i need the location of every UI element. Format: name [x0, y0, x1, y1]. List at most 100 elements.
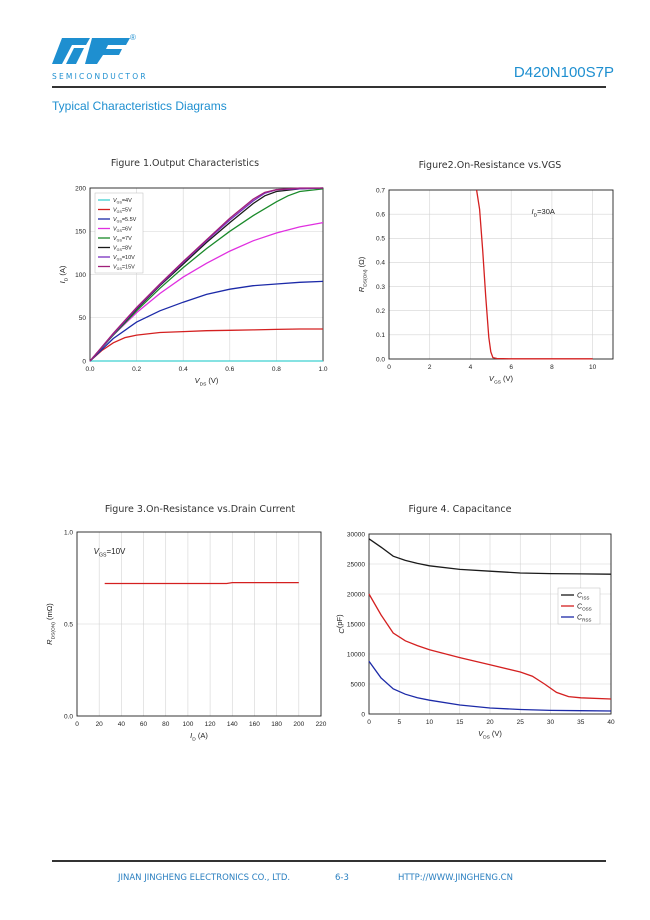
fig1-legend-label: VGS=8V — [113, 246, 132, 253]
fig1-legend-label-group: VGS=5V — [113, 208, 132, 215]
fig4-xtick-label: 0 — [367, 719, 371, 726]
fig3-xtick-label: 140 — [227, 721, 238, 728]
fig4-xtick-label: 10 — [426, 719, 434, 726]
fig2-ytick-label: 0.4 — [376, 260, 385, 267]
fig3-plot: 0 20 40 60 80 100 120 140 160 180 200 220 0.0 0.5 1.0 I… — [45, 529, 327, 742]
fig2-annotation: ID=30A — [532, 207, 555, 218]
fig2-xtick-label: 8 — [550, 364, 554, 371]
fig1-plot: 0.0 0.2 0.4 0.6 0.8 1.0 0 50 100 150 200 VDS (V) ID … — [58, 185, 328, 387]
fig3-xtick-label: 20 — [96, 721, 104, 728]
fig2-annotation-group: ID=30A — [532, 207, 555, 218]
fig3-xtick-label: 100 — [182, 721, 193, 728]
footer-divider — [52, 860, 606, 862]
fig4-xtick-label: 20 — [486, 719, 494, 726]
fig1-legend-label-group: VGS=15V — [113, 265, 135, 272]
fig1-legend-label: VGS=6V — [113, 227, 132, 234]
fig1-legend-label-group: VGS=4V — [113, 198, 132, 205]
fig4-ytick-label: 20000 — [347, 591, 365, 598]
fig4-xtick-label: 25 — [517, 719, 525, 726]
fig4-ylabel-group: C(pF) — [335, 614, 346, 634]
fig1-xtick-label: 1.0 — [318, 366, 327, 373]
fig4-xtick-label: 40 — [607, 719, 615, 726]
fig3-xtick-label: 60 — [140, 721, 148, 728]
fig1-legend-label: VGS=5.5V — [113, 217, 137, 224]
fig4-xlabel: VDS (V) — [478, 729, 502, 740]
fig1-xtick-label: 0.2 — [132, 366, 141, 373]
fig1-ytick-label: 50 — [79, 315, 87, 322]
fig3-ytick-label: 0.0 — [64, 713, 73, 720]
fig4-plot: 0 5 10 15 20 25 30 35 40 0 5000 10000 15000 20000 2500… — [335, 531, 615, 740]
fig1-ytick-label: 150 — [75, 229, 86, 236]
fig1-legend-label: VGS=4V — [113, 198, 132, 205]
fig1-ytick-label: 0 — [82, 358, 86, 365]
fig2-xtick-label: 4 — [469, 364, 473, 371]
fig1-legend-label: VGS=15V — [113, 265, 135, 272]
fig1-legend-label: VGS=7V — [113, 236, 132, 243]
fig3-xtick-label: 120 — [205, 721, 216, 728]
fig1-xtick-label: 0.6 — [225, 366, 234, 373]
fig3-xtick-label: 180 — [271, 721, 282, 728]
fig1-legend-label-group: VGS=6V — [113, 227, 132, 234]
fig4-ytick-label: 0 — [361, 711, 365, 718]
fig1-series-vgs-5v — [90, 329, 323, 361]
fig3-series-curve — [105, 583, 299, 584]
fig4-xtick-label: 30 — [547, 719, 555, 726]
fig3-xtick-label: 160 — [249, 721, 260, 728]
fig2-ytick-label: 0.7 — [376, 187, 385, 194]
footer-page-number: 6-3 — [335, 873, 349, 883]
fig1-legend-label-group: VGS=5.5V — [113, 217, 137, 224]
fig4-ytick-label: 10000 — [347, 651, 365, 658]
fig2-xlabel-group: VGS (V) — [489, 374, 514, 385]
fig1-ytick-label: 100 — [75, 272, 86, 279]
fig1-ylabel-group: ID (A) — [58, 265, 69, 283]
fig1-legend-label-group: VGS=10V — [113, 255, 135, 262]
fig2-ytick-label: 0.1 — [376, 332, 385, 339]
fig1-legend-label: VGS=5V — [113, 208, 132, 215]
fig3-ytick-label: 0.5 — [64, 621, 73, 628]
fig3-xlabel: ID (A) — [190, 731, 208, 742]
footer-company: JINAN JINGHENG ELECTRONICS CO., LTD. — [118, 873, 290, 883]
fig2-xlabel: VGS (V) — [489, 374, 514, 385]
fig4-ytick-label: 15000 — [347, 621, 365, 628]
fig2-ytick-label: 0.5 — [376, 236, 385, 243]
fig2-xtick-label: 0 — [387, 364, 391, 371]
fig4-xtick-label: 35 — [577, 719, 585, 726]
fig2-ylabel: RDS(ON) (Ω) — [357, 256, 368, 292]
fig1-legend-label: VGS=10V — [113, 255, 135, 262]
fig4-ytick-label: 30000 — [347, 531, 365, 538]
fig4-xtick-label: 5 — [397, 719, 401, 726]
fig3-xtick-label: 80 — [162, 721, 170, 728]
fig1-xtick-label: 0.8 — [272, 366, 281, 373]
fig1-ylabel: ID (A) — [58, 265, 69, 283]
fig2-ytick-label: 0.6 — [376, 211, 385, 218]
fig3-xtick-label: 220 — [316, 721, 327, 728]
fig3-xtick-label: 200 — [293, 721, 304, 728]
fig4-xlabel-group: VDS (V) — [478, 729, 502, 740]
fig3-ytick-label: 1.0 — [64, 529, 73, 536]
fig4-ylabel: C(pF) — [335, 614, 346, 634]
fig3-ylabel: RDS(ON) (mΩ) — [45, 603, 56, 645]
fig3-xtick-label: 40 — [118, 721, 126, 728]
fig2-ytick-label: 0.3 — [376, 284, 385, 291]
fig2-ytick-label: 0.2 — [376, 308, 385, 315]
fig2-xtick-label: 6 — [509, 364, 513, 371]
fig2-ylabel-group: RDS(ON) (Ω) — [357, 256, 368, 292]
fig1-xlabel-group: VDS (V) — [195, 376, 219, 387]
fig1-xtick-label: 0.4 — [179, 366, 188, 373]
fig4-xtick-label: 15 — [456, 719, 464, 726]
fig1-xtick-label: 0.0 — [85, 366, 94, 373]
fig3-xtick-label: 0 — [75, 721, 79, 728]
fig2-frame — [389, 190, 613, 359]
fig2-plot: 0 2 4 6 8 10 0.0 0.1 0.2 0.3 0.4 0.5 0.6 0.7 VGS (V) RD… — [357, 187, 613, 385]
fig3-xlabel-group: ID (A) — [190, 731, 208, 742]
fig2-xtick-label: 2 — [428, 364, 432, 371]
fig4-ytick-label: 5000 — [351, 681, 366, 688]
fig2-xtick-label: 10 — [589, 364, 597, 371]
fig1-xlabel: VDS (V) — [195, 376, 219, 387]
fig1-legend-label-group: VGS=7V — [113, 236, 132, 243]
fig3-ylabel-group: RDS(ON) (mΩ) — [45, 603, 56, 645]
fig2-ytick-label: 0.0 — [376, 356, 385, 363]
fig1-legend-label-group: VGS=8V — [113, 246, 132, 253]
fig4-ytick-label: 25000 — [347, 561, 365, 568]
